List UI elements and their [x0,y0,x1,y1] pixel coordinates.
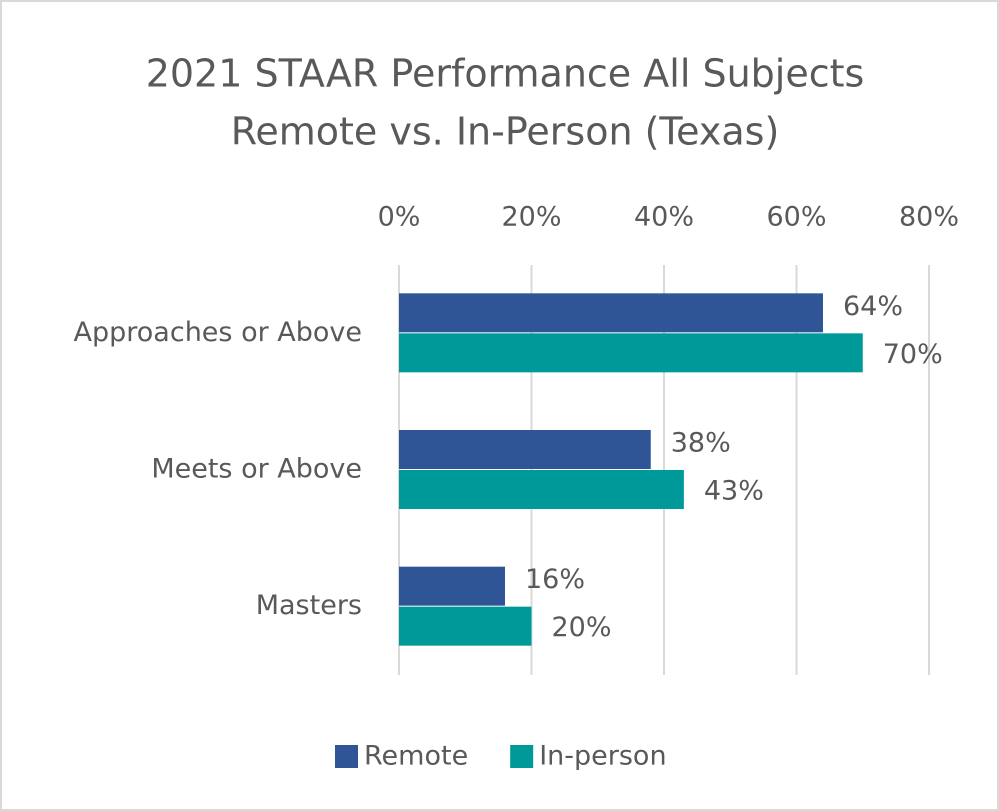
bar [399,293,823,333]
data-label: 38% [671,428,731,459]
bar [399,470,684,509]
x-tick-label: 0% [378,202,421,233]
x-tick-label: 20% [501,202,561,233]
y-tick-label: Masters [256,590,362,621]
bar [399,430,651,469]
y-tick-label: Approaches or Above [74,317,362,348]
data-label: 70% [883,339,943,370]
x-tick-label: 60% [766,202,826,233]
data-label: 20% [552,612,612,643]
chart-title: 2021 STAAR Performance All Subjects [146,52,865,96]
chart-title: Remote vs. In-Person (Texas) [231,110,780,154]
data-label: 16% [525,564,585,595]
data-label: 64% [843,291,903,322]
bar [399,333,863,373]
bar [399,566,505,606]
legend-swatch [510,745,534,768]
y-tick-label: Meets or Above [151,454,362,485]
legend-label: Remote [364,741,468,772]
legend-label: In-person [539,741,666,772]
data-label: 43% [704,476,764,507]
x-tick-label: 80% [899,202,959,233]
bar [399,606,532,646]
legend-swatch [335,745,358,768]
x-tick-label: 40% [634,202,694,233]
